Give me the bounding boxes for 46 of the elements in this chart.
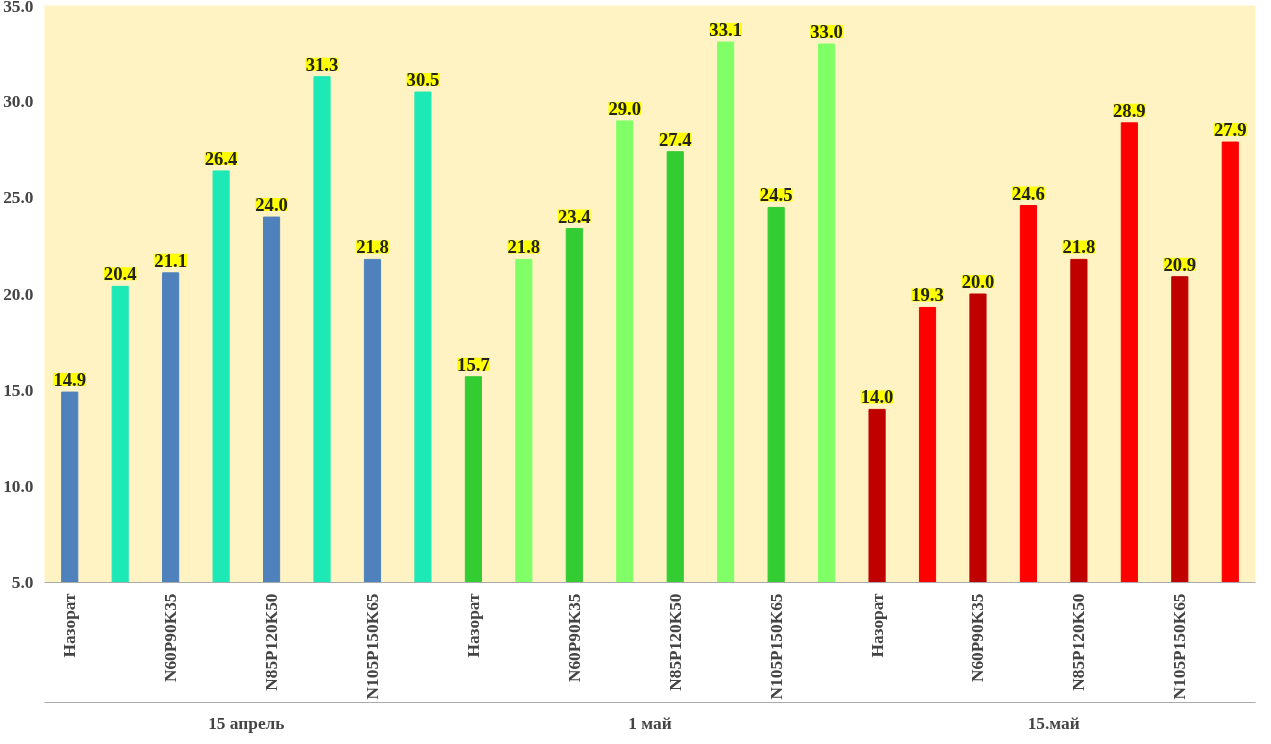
x-tick-label: N105P150K65 (362, 593, 382, 700)
data-label: 27.4 (658, 128, 692, 150)
text: 1 май (628, 713, 672, 733)
data-label: 15.7 (457, 353, 490, 375)
y-tick-label: 15.0 (3, 380, 34, 400)
x-tick-label: Назорат (463, 593, 483, 658)
y-tick-label: 20.0 (3, 284, 34, 304)
data-label: 21.8 (507, 236, 541, 258)
data-label: 24.0 (255, 194, 288, 216)
data-label: 33.0 (810, 20, 843, 42)
data-label: 19.3 (911, 284, 944, 306)
y-tick-label: 35.0 (3, 0, 34, 16)
x-tick-label: Назорат (60, 593, 80, 658)
data-label: 29.0 (608, 97, 642, 119)
data-label: 14.0 (860, 386, 894, 408)
data-label: 33.1 (709, 19, 743, 41)
x-tick-label: N85P120K50 (665, 593, 685, 691)
data-label: 21.8 (1062, 236, 1096, 258)
data-label: 30.5 (406, 69, 440, 91)
data-label: 24.6 (1012, 182, 1045, 204)
data-label: 26.4 (204, 147, 238, 169)
data-label: 21.8 (356, 236, 389, 258)
data-label: 20.9 (1163, 253, 1197, 275)
y-tick-label: 5.0 (11, 573, 34, 592)
data-label: 23.4 (557, 205, 591, 227)
text: 15.май (1027, 713, 1080, 733)
x-tick-label: N85P120K50 (1069, 593, 1089, 691)
x-tick-label: N60P90K35 (564, 593, 584, 683)
data-label: 27.9 (1213, 119, 1247, 141)
x-tick-label: N85P120K50 (262, 593, 282, 691)
data-label: 20.4 (103, 263, 137, 285)
data-label: 20.0 (961, 271, 995, 292)
x-tick-label: N60P90K35 (968, 593, 988, 683)
x-tick-label: N105P150K65 (766, 593, 786, 700)
x-tick-label: N105P150K65 (1170, 593, 1190, 700)
data-label: 31.3 (305, 53, 339, 75)
text: 15 апрель (208, 713, 285, 733)
y-tick-label: 25.0 (3, 188, 34, 208)
data-label: 21.1 (154, 249, 187, 271)
data-label: 24.5 (759, 184, 793, 206)
data-label: 14.9 (53, 369, 87, 391)
y-tick-label: 30.0 (3, 92, 34, 112)
data-label: 28.9 (1113, 99, 1146, 121)
x-tick-label: N60P90K35 (161, 593, 181, 683)
y-tick-label: 10.0 (3, 476, 34, 496)
x-tick-label: Назорат (867, 593, 887, 658)
